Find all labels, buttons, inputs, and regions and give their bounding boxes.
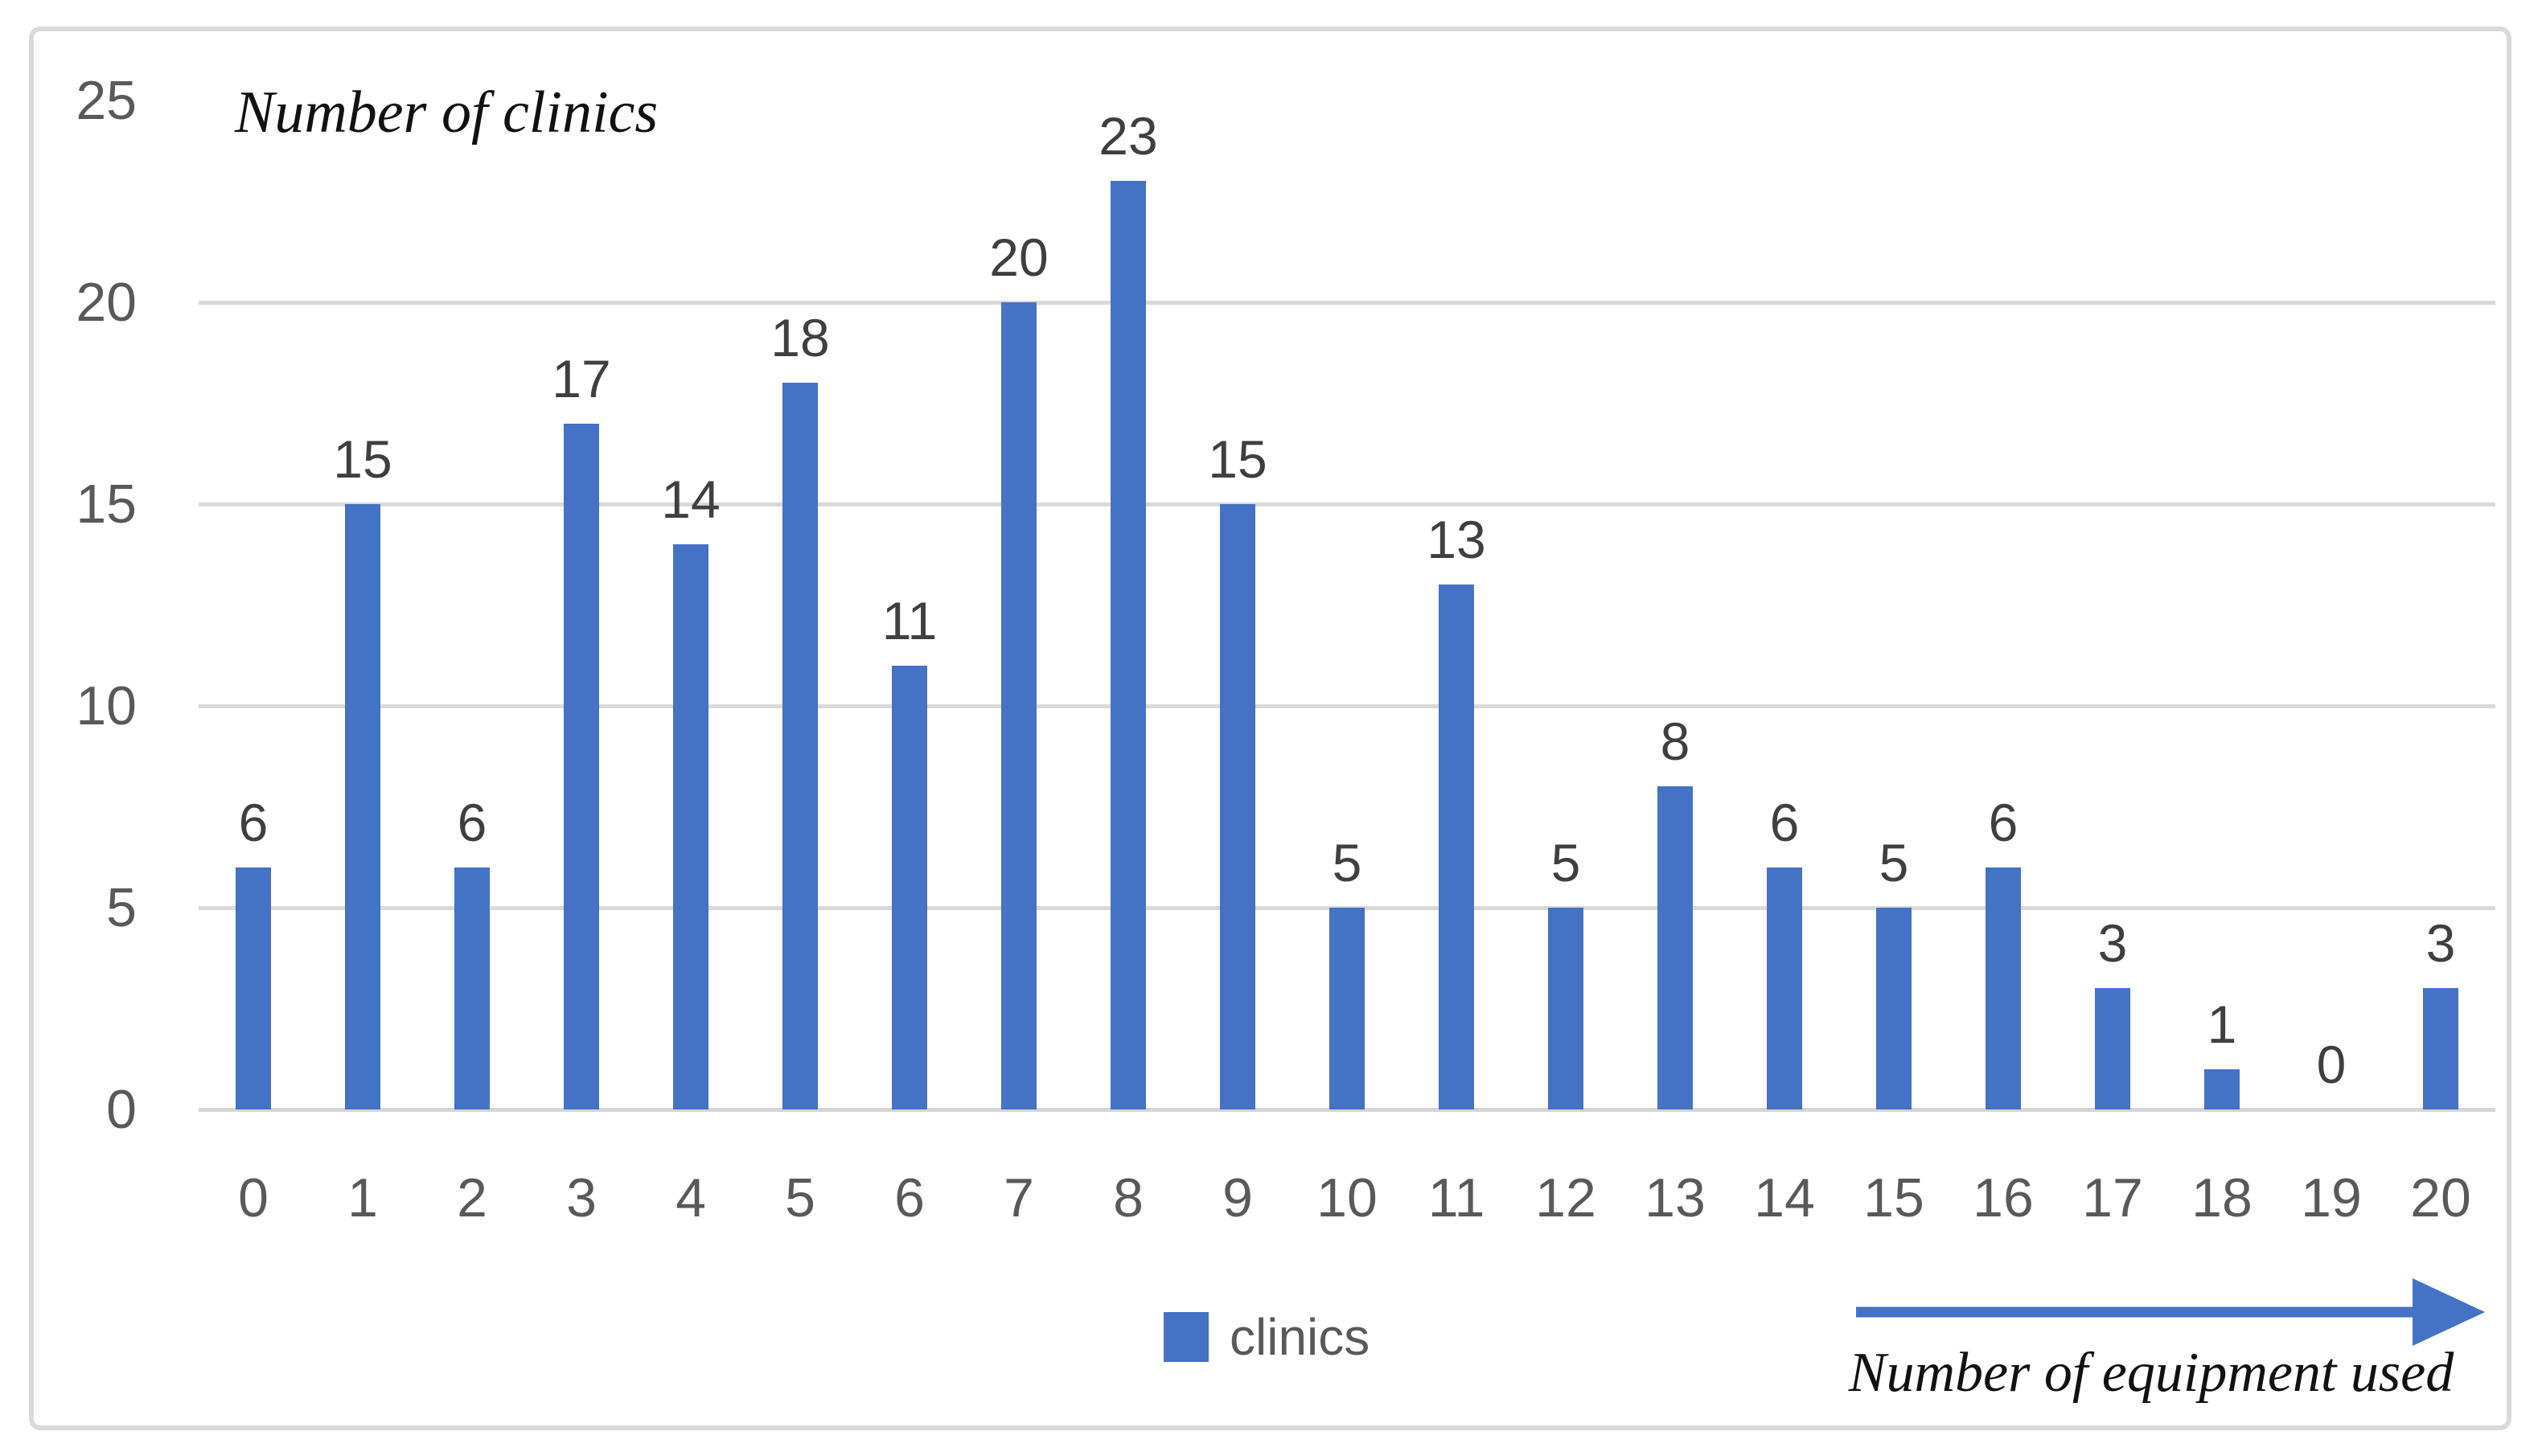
bar-x7 bbox=[1001, 302, 1037, 1109]
x-tick-5: 5 bbox=[785, 1167, 815, 1228]
x-tick-20: 20 bbox=[2410, 1167, 2471, 1228]
data-label-x1: 15 bbox=[333, 429, 392, 489]
bar-x15 bbox=[1876, 908, 1912, 1109]
data-label-x6: 11 bbox=[881, 590, 938, 650]
data-label-x9: 15 bbox=[1208, 429, 1267, 489]
x-tick-19: 19 bbox=[2301, 1167, 2362, 1228]
data-label-x19: 0 bbox=[2316, 1035, 2347, 1094]
x-tick-1: 1 bbox=[347, 1167, 378, 1228]
bar-x3 bbox=[564, 423, 599, 1109]
legend-clinics-swatch bbox=[1164, 1312, 1209, 1362]
x-tick-3: 3 bbox=[566, 1167, 597, 1228]
bar-x11 bbox=[1439, 584, 1474, 1109]
bar-x8 bbox=[1111, 181, 1146, 1109]
data-label-x0: 6 bbox=[238, 792, 269, 852]
x-tick-0: 0 bbox=[238, 1167, 269, 1228]
data-label-x14: 6 bbox=[1769, 792, 1800, 852]
y-tick-20: 20 bbox=[76, 272, 137, 333]
x-tick-11: 11 bbox=[1427, 1167, 1485, 1228]
data-label-x11: 13 bbox=[1427, 510, 1486, 570]
bar-x18 bbox=[2204, 1068, 2240, 1109]
y-tick-10: 10 bbox=[76, 675, 137, 736]
bar-x14 bbox=[1767, 867, 1802, 1109]
data-label-x8: 23 bbox=[1099, 106, 1158, 166]
y-tick-0: 0 bbox=[106, 1079, 137, 1140]
x-axis-direction-arrow-icon bbox=[1856, 1278, 2485, 1346]
x-tick-2: 2 bbox=[457, 1167, 487, 1228]
bar-x16 bbox=[1986, 867, 2021, 1109]
data-label-x13: 8 bbox=[1660, 712, 1690, 772]
legend: clinics bbox=[1164, 1308, 1370, 1366]
x-tick-6: 6 bbox=[894, 1167, 925, 1228]
x-tick-7: 7 bbox=[1004, 1167, 1034, 1228]
bar-x6 bbox=[892, 665, 927, 1109]
bar-x1 bbox=[345, 504, 380, 1109]
data-label-x20: 3 bbox=[2425, 913, 2456, 974]
x-tick-10: 10 bbox=[1316, 1167, 1378, 1228]
data-label-x5: 18 bbox=[770, 308, 830, 368]
x-tick-16: 16 bbox=[1973, 1167, 2034, 1228]
bar-x12 bbox=[1548, 908, 1583, 1109]
chart-frame-border bbox=[29, 27, 2511, 1430]
bar-x4 bbox=[673, 544, 708, 1109]
x-tick-13: 13 bbox=[1645, 1167, 1706, 1228]
bar-x13 bbox=[1657, 786, 1693, 1109]
data-label-x4: 14 bbox=[661, 470, 721, 530]
bar-x9 bbox=[1220, 504, 1255, 1109]
data-label-x7: 20 bbox=[989, 228, 1049, 287]
bar-x5 bbox=[782, 383, 818, 1109]
x-tick-9: 9 bbox=[1222, 1167, 1253, 1228]
x-tick-15: 15 bbox=[1863, 1167, 1924, 1228]
data-label-x2: 6 bbox=[457, 792, 487, 852]
x-tick-4: 4 bbox=[676, 1167, 706, 1228]
data-label-x17: 3 bbox=[2097, 913, 2128, 974]
bar-x17 bbox=[2095, 988, 2130, 1109]
x-axis-line bbox=[199, 1108, 2495, 1112]
gridline-y-20 bbox=[199, 301, 2495, 305]
x-tick-17: 17 bbox=[2082, 1167, 2143, 1228]
y-tick-15: 15 bbox=[76, 474, 137, 535]
y-tick-5: 5 bbox=[106, 877, 137, 938]
gridline-y-15 bbox=[199, 502, 2495, 507]
data-label-x3: 17 bbox=[552, 348, 611, 408]
x-tick-18: 18 bbox=[2191, 1167, 2253, 1228]
legend-clinics-label: clinics bbox=[1230, 1308, 1370, 1366]
bar-x10 bbox=[1329, 908, 1365, 1109]
x-tick-8: 8 bbox=[1113, 1167, 1144, 1228]
x-tick-12: 12 bbox=[1535, 1167, 1596, 1228]
plot-area: 6 15 6 17 14 18 11 20 23 15 5 13 5 8 6 5 6 3 1 0 3 bbox=[199, 100, 2495, 1112]
gridline-y-10 bbox=[199, 704, 2495, 708]
bar-x20 bbox=[2423, 988, 2458, 1109]
bar-x0 bbox=[236, 867, 271, 1109]
data-label-x18: 1 bbox=[2207, 994, 2237, 1054]
data-label-x16: 6 bbox=[1988, 792, 2018, 852]
bar-x2 bbox=[454, 867, 490, 1109]
x-tick-14: 14 bbox=[1754, 1167, 1815, 1228]
chart-title: Number of clinics bbox=[235, 80, 659, 146]
data-label-x15: 5 bbox=[1879, 833, 1909, 892]
data-label-x10: 5 bbox=[1332, 833, 1362, 892]
y-tick-25: 25 bbox=[76, 70, 137, 131]
data-label-x12: 5 bbox=[1550, 833, 1581, 892]
x-axis-title: Number of equipment used bbox=[1848, 1342, 2454, 1404]
